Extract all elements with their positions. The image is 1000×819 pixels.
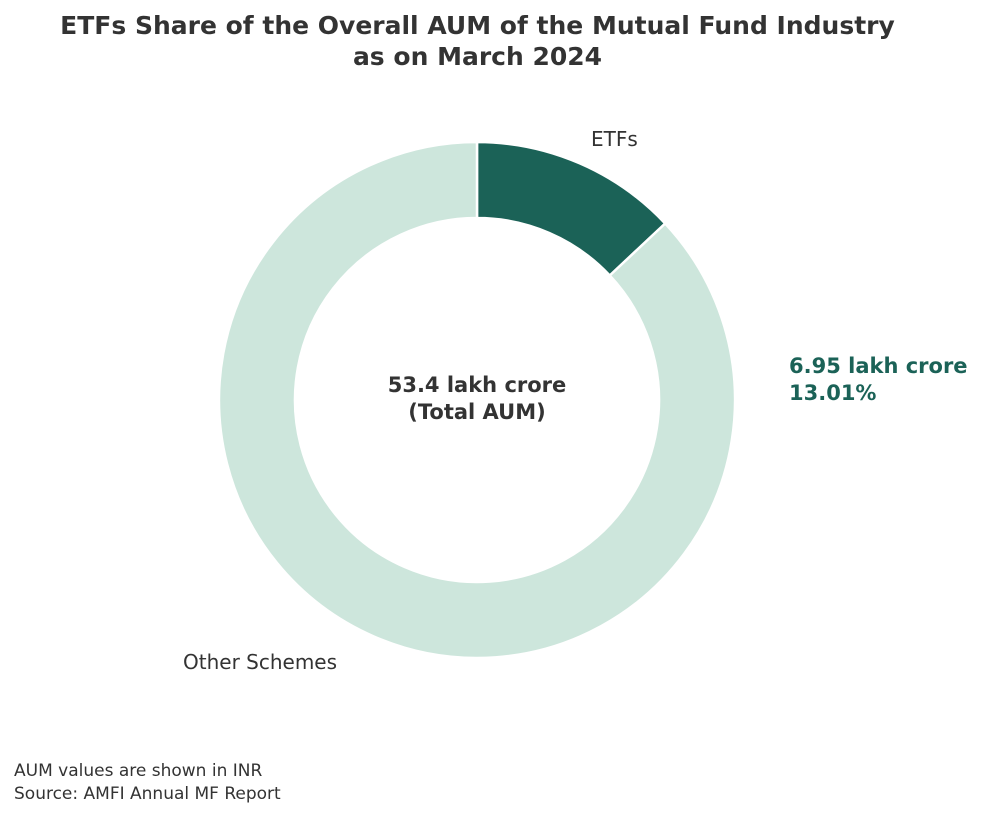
slice-label-other-schemes: Other Schemes bbox=[183, 650, 338, 674]
slice-label-etfs: ETFs bbox=[591, 127, 638, 151]
etf-percent: 13.01% bbox=[789, 381, 877, 405]
title-line-1: ETFs Share of the Overall AUM of the Mut… bbox=[60, 11, 895, 40]
etf-value-annotation: 6.95 lakh crore 13.01% bbox=[789, 353, 968, 407]
footer-currency-note: AUM values are shown in INR bbox=[14, 761, 263, 781]
footer-source: Source: AMFI Annual MF Report bbox=[14, 784, 281, 804]
slice-other-schemes bbox=[217, 140, 737, 660]
center-total: 53.4 lakh crore bbox=[387, 373, 567, 397]
etf-value: 6.95 lakh crore bbox=[789, 354, 968, 378]
center-label: 53.4 lakh crore (Total AUM) bbox=[327, 372, 627, 426]
title-line-2: as on March 2024 bbox=[352, 42, 603, 71]
footer-notes: AUM values are shown in INR Source: AMFI… bbox=[14, 760, 281, 806]
chart-title: ETFs Share of the Overall AUM of the Mut… bbox=[0, 10, 955, 72]
center-caption: (Total AUM) bbox=[408, 400, 546, 424]
